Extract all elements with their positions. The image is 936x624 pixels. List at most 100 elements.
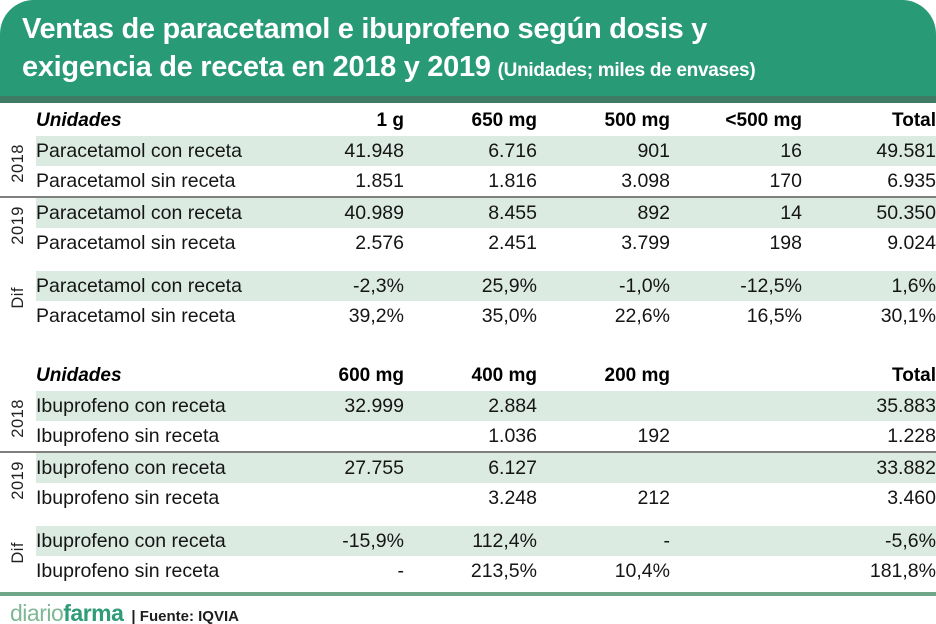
- table-row: Ibuprofeno sin receta 1.036 192 1.228: [0, 421, 936, 452]
- cell-value: -: [537, 526, 670, 556]
- cell-value: 14: [670, 196, 802, 228]
- cell-value: 27.755: [298, 451, 404, 483]
- cell-value: [670, 526, 802, 556]
- cell-value: 35,0%: [481, 304, 537, 327]
- cell-value: 50.350: [802, 196, 936, 228]
- column-header-row: Unidades 1 g 650 mg 500 mg <500 mg Total: [0, 106, 936, 136]
- cell-value: [670, 391, 802, 421]
- cell-value: 212: [637, 486, 670, 509]
- table-row: Ibuprofeno sin receta 3.248 212 3.460: [0, 483, 936, 513]
- column-header-2: 400 mg: [471, 365, 537, 386]
- cell-value: 3.098: [621, 169, 670, 192]
- group-spacer-row: [0, 513, 936, 526]
- cell-value: -: [397, 559, 405, 582]
- logo-farma-text: farma: [63, 600, 124, 624]
- footer: diariofarma | Fuente: IQVIA: [0, 596, 936, 624]
- cell-value: 2.884: [404, 391, 537, 421]
- cell-value: -2,3%: [298, 271, 404, 301]
- cell-value: 16: [670, 136, 802, 166]
- cell-value: -12,5%: [670, 271, 802, 301]
- column-header-4: <500 mg: [725, 110, 802, 131]
- table-row: Paracetamol sin receta 2.576 2.451 3.799 198…: [0, 228, 936, 258]
- row-label: Ibuprofeno con receta: [36, 526, 298, 556]
- row-label: Ibuprofeno sin receta: [36, 424, 220, 447]
- column-header-1: 600 mg: [338, 365, 404, 386]
- row-label: Paracetamol sin receta: [36, 304, 236, 327]
- cell-value: 30,1%: [880, 304, 936, 327]
- title-banner: Ventas de paracetamol e ibuprofeno según…: [0, 0, 936, 96]
- cell-value: 901: [537, 136, 670, 166]
- group-label: Dif: [8, 542, 27, 564]
- diariofarma-logo: diariofarma: [10, 600, 124, 624]
- group-spacer-cell: [0, 258, 936, 271]
- cell-value: 32.999: [298, 391, 404, 421]
- column-header-3: 200 mg: [604, 365, 670, 386]
- cell-value: 8.455: [404, 196, 537, 228]
- row-label: Paracetamol sin receta: [36, 231, 236, 254]
- group-label-cell: 2019: [0, 196, 36, 258]
- row-label: Paracetamol con receta: [36, 271, 298, 301]
- row-label: Ibuprofeno con receta: [36, 391, 298, 421]
- cell-value: 49.581: [802, 136, 936, 166]
- group-label: 2018: [8, 143, 27, 183]
- cell-value: [670, 556, 802, 586]
- group-label-cell: 2018: [0, 136, 36, 197]
- sales-table-paracetamol: Unidades 1 g 650 mg 500 mg <500 mg Total 2018 P…: [0, 106, 936, 331]
- cell-value: 40.989: [298, 196, 404, 228]
- group-spacer-row: [0, 258, 936, 271]
- group-label-cell: Dif: [0, 271, 36, 331]
- year-column-spacer: [0, 361, 36, 391]
- cell-value: 16,5%: [746, 304, 802, 327]
- column-header-3: 500 mg: [604, 110, 670, 131]
- cell-value: 3.248: [488, 486, 537, 509]
- row-label: Ibuprofeno sin receta: [36, 486, 220, 509]
- year-column-spacer: [0, 106, 36, 136]
- footer-rule: [0, 592, 936, 596]
- row-label: Paracetamol sin receta: [36, 169, 236, 192]
- table-row: Paracetamol sin receta 1.851 1.816 3.098 170…: [0, 166, 936, 197]
- table-row: 2019 Paracetamol con receta 40.989 8.455 892…: [0, 196, 936, 258]
- header-stripe: [0, 96, 936, 103]
- column-header-5: Total: [892, 365, 936, 386]
- table-row: Paracetamol sin receta 39,2% 35,0% 22,6% 16,…: [0, 301, 936, 331]
- table-row: Ibuprofeno sin receta - 213,5% 10,4% 181,8%: [0, 556, 936, 586]
- cell-value: 1,6%: [802, 271, 936, 301]
- group-label-cell: 2018: [0, 391, 36, 452]
- row-label: Paracetamol con receta: [36, 196, 298, 228]
- cell-value: 1.228: [887, 424, 936, 447]
- cell-value: [670, 483, 802, 513]
- group-label: 2018: [8, 398, 27, 438]
- row-label: Ibuprofeno sin receta: [36, 559, 220, 582]
- cell-value: 1.816: [488, 169, 537, 192]
- cell-value: 192: [637, 424, 670, 447]
- cell-value: 10,4%: [614, 559, 670, 582]
- cell-value: 25,9%: [404, 271, 537, 301]
- sales-table-ibuprofeno: Unidades 600 mg 400 mg 200 mg Total 2018 Ibupr…: [0, 361, 936, 586]
- cell-value: 39,2%: [348, 304, 404, 327]
- cell-value: 9.024: [887, 231, 936, 254]
- table-gap: [0, 331, 936, 361]
- cell-value: [298, 421, 404, 452]
- cell-value: -15,9%: [298, 526, 404, 556]
- column-header-unidades: Unidades: [36, 110, 122, 131]
- group-label-cell: 2019: [0, 451, 36, 513]
- cell-value: 1.851: [355, 169, 404, 192]
- page-title-line2: exigencia de receta en 2018 y 2019 (Unida…: [22, 48, 916, 90]
- column-header-2: 650 mg: [471, 110, 537, 131]
- cell-value: 41.948: [298, 136, 404, 166]
- cell-value: 3.460: [887, 486, 936, 509]
- cell-value: [298, 483, 404, 513]
- cell-value: 2.451: [488, 231, 537, 254]
- cell-value: 198: [769, 231, 802, 254]
- column-header-row: Unidades 600 mg 400 mg 200 mg Total: [0, 361, 936, 391]
- column-header-unidades: Unidades: [36, 365, 122, 386]
- group-label-cell: Dif: [0, 526, 36, 586]
- cell-value: 2.576: [355, 231, 404, 254]
- cell-value: 1.036: [488, 424, 537, 447]
- cell-value: 112,4%: [404, 526, 537, 556]
- cell-value: 22,6%: [614, 304, 670, 327]
- cell-value: [670, 421, 802, 452]
- cell-value: 6.935: [887, 169, 936, 192]
- group-label: 2019: [8, 205, 27, 245]
- cell-value: 170: [769, 169, 802, 192]
